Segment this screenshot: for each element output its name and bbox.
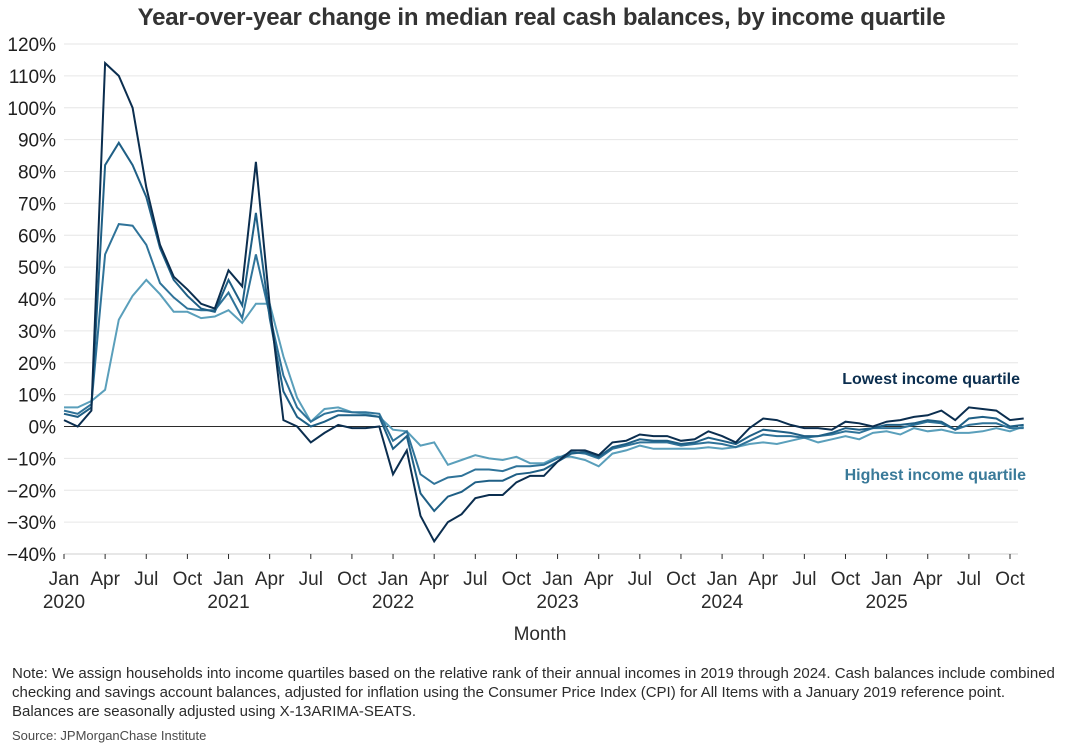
- x-tick-label: Jan: [378, 569, 409, 590]
- y-tick-label: −20%: [7, 481, 56, 502]
- y-tick-label: 120%: [7, 35, 56, 56]
- x-tick-label: Jul: [299, 569, 323, 590]
- series-line-lowest-income-quartile: [63, 60, 1024, 544]
- x-tick-label: Apr: [748, 569, 778, 590]
- x-tick-label: Jul: [628, 569, 652, 590]
- series-line-highest-income-quartile: [64, 278, 1025, 468]
- x-tick-label: Jan: [49, 569, 80, 590]
- series-line-third-income-quartile: [63, 223, 1024, 486]
- y-tick-label: 100%: [7, 99, 56, 120]
- x-tick-year: 2020: [43, 592, 85, 613]
- source-credit: Source: JPMorganChase Institute: [12, 728, 207, 743]
- y-tick-label: 0%: [29, 418, 57, 439]
- x-tick-label: Jan: [213, 569, 244, 590]
- x-tick-label: Jan: [707, 569, 738, 590]
- series-label-highest: Highest income quartile: [845, 467, 1026, 484]
- y-tick-label: 80%: [18, 163, 56, 184]
- series-line-second-income-quartile: [63, 140, 1024, 513]
- x-axis-label: Month: [514, 624, 567, 645]
- x-tick-label: Oct: [502, 569, 532, 590]
- x-tick-label: Jul: [463, 569, 487, 590]
- x-tick-label: Apr: [419, 569, 449, 590]
- x-tick-label: Apr: [90, 569, 120, 590]
- series-label-lowest: Lowest income quartile: [842, 371, 1020, 388]
- series-group: [63, 60, 1025, 544]
- x-tick-label: Jul: [957, 569, 981, 590]
- y-tick-label: −10%: [7, 449, 56, 470]
- x-tick-label: Oct: [995, 569, 1025, 590]
- footnote: Note: We assign households into income q…: [12, 665, 1055, 720]
- y-tick-label: 40%: [18, 290, 56, 311]
- x-tick-label: Oct: [337, 569, 367, 590]
- x-tick-label: Oct: [666, 569, 696, 590]
- y-tick-label: 10%: [18, 386, 56, 407]
- x-tick-label: Oct: [173, 569, 203, 590]
- x-tick-year: 2024: [701, 592, 744, 613]
- x-tick-label: Apr: [584, 569, 614, 590]
- y-tick-label: 60%: [18, 226, 56, 247]
- x-tick-label: Jul: [134, 569, 158, 590]
- y-tick-label: −40%: [7, 545, 56, 566]
- x-tick-year: 2021: [207, 592, 249, 613]
- y-tick-label: 110%: [9, 67, 56, 88]
- x-tick-label: Jan: [871, 569, 902, 590]
- x-tick-label: Apr: [255, 569, 285, 590]
- x-tick-label: Jul: [792, 569, 816, 590]
- x-tick-label: Jan: [542, 569, 573, 590]
- y-tick-label: 20%: [18, 354, 56, 375]
- y-tick-label: 90%: [18, 131, 56, 152]
- y-tick-label: −30%: [7, 513, 56, 534]
- y-tick-label: 50%: [18, 258, 56, 279]
- x-tick-label: Oct: [831, 569, 861, 590]
- y-axis: −40% −30% −20% −10% 0% 10% 20% 30% 40% 50% 60% 70% 8…: [7, 35, 56, 566]
- y-tick-label: 30%: [18, 322, 56, 343]
- y-tick-label: 70%: [18, 194, 56, 215]
- x-tick-label: Apr: [913, 569, 943, 590]
- line-chart: −40% −30% −20% −10% 0% 10% 20% 30% 40% 50% 60% 70% 8…: [7, 35, 1026, 645]
- x-tick-year: 2025: [865, 592, 907, 613]
- chart-title: Year-over-year change in median real cas…: [137, 4, 946, 31]
- x-tick-year: 2022: [372, 592, 414, 613]
- x-tick-year: 2023: [536, 592, 578, 613]
